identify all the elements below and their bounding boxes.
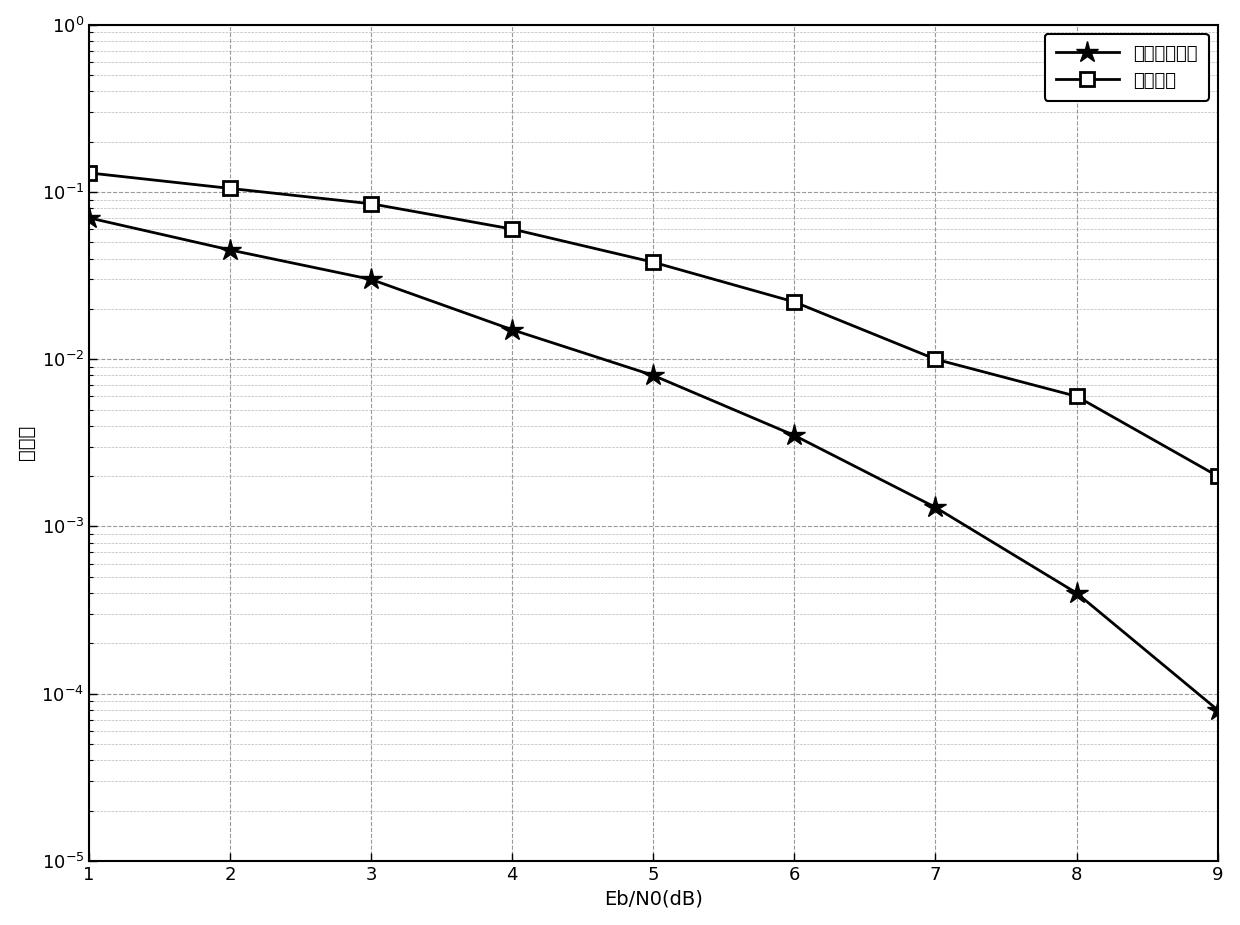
Legend: 分集合并性能, 单路性能: 分集合并性能, 单路性能 <box>1045 33 1209 101</box>
分集合并性能 <box>1210 704 1225 715</box>
分集合并性能 <box>363 274 378 285</box>
单路性能 <box>363 198 378 209</box>
Line: 分集合并性能: 分集合并性能 <box>78 207 1229 721</box>
分集合并性能 <box>1069 587 1084 598</box>
分集合并性能 <box>787 430 802 441</box>
分集合并性能 <box>928 502 942 513</box>
单路性能 <box>1069 390 1084 401</box>
分集合并性能 <box>505 324 520 335</box>
单路性能 <box>505 224 520 235</box>
单路性能 <box>787 296 802 307</box>
单路性能 <box>1210 471 1225 482</box>
分集合并性能 <box>82 213 97 224</box>
分集合并性能 <box>646 370 661 381</box>
单路性能 <box>928 353 942 364</box>
单路性能 <box>223 183 238 194</box>
Y-axis label: 误码率: 误码率 <box>16 426 36 461</box>
分集合并性能 <box>223 244 238 255</box>
Line: 单路性能: 单路性能 <box>82 166 1225 483</box>
X-axis label: Eb/N0(dB): Eb/N0(dB) <box>604 889 703 908</box>
单路性能 <box>82 167 97 179</box>
单路性能 <box>646 256 661 267</box>
